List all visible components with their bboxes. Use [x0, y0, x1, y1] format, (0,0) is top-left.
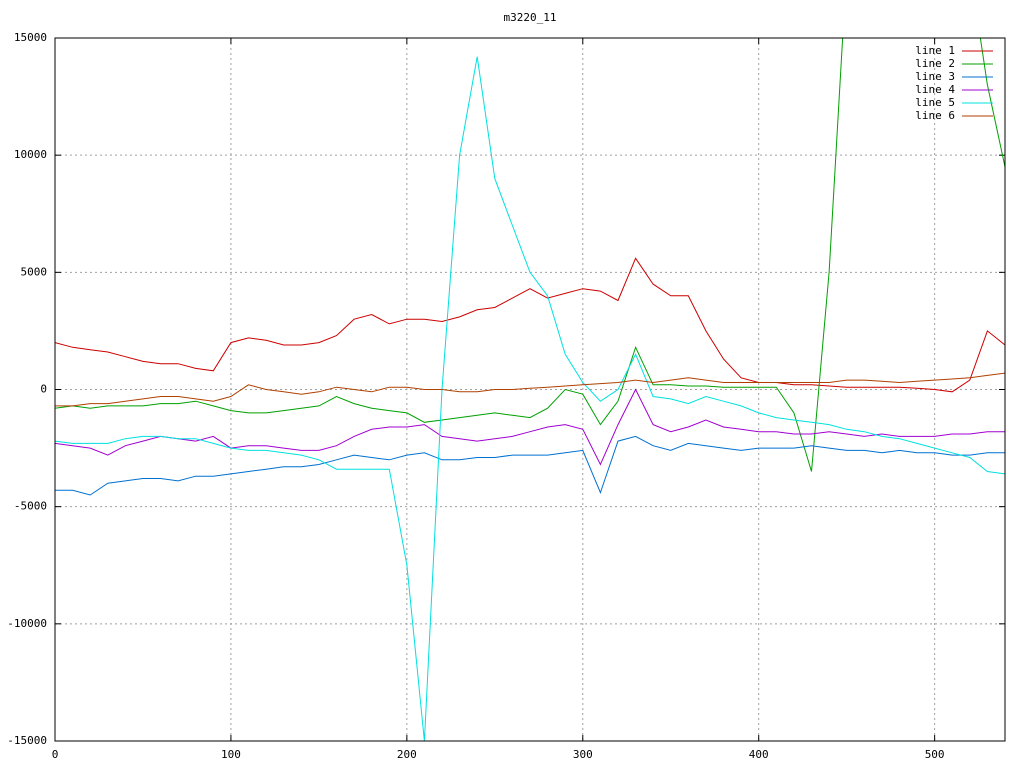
- legend-label: line 3: [915, 70, 955, 83]
- y-tick-label: 15000: [14, 31, 47, 44]
- x-tick-label: 500: [925, 748, 945, 761]
- y-tick-label: 0: [40, 383, 47, 396]
- plot-border: [54, 37, 1006, 742]
- y-tick-label: -5000: [14, 500, 47, 513]
- x-tick-label: 300: [573, 748, 593, 761]
- chart-title: m3220_11: [504, 11, 557, 24]
- series-line: [55, 372, 1005, 407]
- x-tick-label: 200: [397, 748, 417, 761]
- legend-label: line 1: [915, 44, 955, 57]
- series-line: [55, 388, 1005, 466]
- legend-label: line 4: [915, 83, 955, 96]
- legend-label: line 6: [915, 109, 955, 122]
- grid: [54, 37, 1005, 742]
- y-tick-label: 5000: [21, 265, 48, 278]
- x-tick-label: 0: [52, 748, 59, 761]
- series-line: [55, 38, 1005, 472]
- series-line: [55, 257, 1005, 393]
- series-line: [55, 435, 1005, 496]
- legend-label: line 2: [915, 57, 955, 70]
- plot-area: [55, 38, 1005, 741]
- y-tick-label: -10000: [7, 617, 47, 630]
- legend-label: line 5: [915, 96, 955, 109]
- x-tick-label: 100: [221, 748, 241, 761]
- x-tick-label: 400: [749, 748, 769, 761]
- series-line: [55, 56, 1005, 741]
- y-tick-label: -15000: [7, 734, 47, 747]
- y-tick-label: 10000: [14, 148, 47, 161]
